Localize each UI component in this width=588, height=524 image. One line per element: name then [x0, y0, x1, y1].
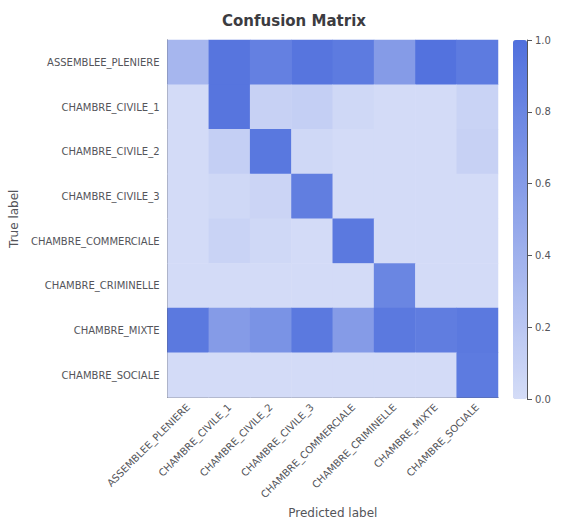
svg-text:CHAMBRE_MIXTE: CHAMBRE_MIXTE	[74, 325, 160, 337]
svg-text:Confusion Matrix: Confusion Matrix	[222, 12, 366, 30]
svg-text:CHAMBRE_CIVILE_1: CHAMBRE_CIVILE_1	[156, 402, 234, 480]
svg-text:ASSEMBLEE_PLENIERE: ASSEMBLEE_PLENIERE	[47, 57, 160, 69]
svg-text:0.0: 0.0	[535, 394, 551, 405]
svg-text:True label: True label	[7, 190, 21, 249]
svg-text:CHAMBRE_COMMERCIALE: CHAMBRE_COMMERCIALE	[258, 401, 358, 501]
svg-text:CHAMBRE_CIVILE_1: CHAMBRE_CIVILE_1	[61, 102, 159, 114]
svg-text:1.0: 1.0	[535, 35, 551, 46]
svg-text:CHAMBRE_CIVILE_3: CHAMBRE_CIVILE_3	[61, 191, 159, 203]
svg-text:CHAMBRE_SOCIALE: CHAMBRE_SOCIALE	[62, 370, 160, 382]
svg-text:CHAMBRE_CRIMINELLE: CHAMBRE_CRIMINELLE	[310, 402, 400, 492]
svg-text:CHAMBRE_MIXTE: CHAMBRE_MIXTE	[371, 401, 440, 470]
svg-text:CHAMBRE_SOCIALE: CHAMBRE_SOCIALE	[404, 402, 482, 480]
svg-text:0.4: 0.4	[535, 250, 551, 261]
svg-text:CHAMBRE_CIVILE_2: CHAMBRE_CIVILE_2	[61, 146, 159, 158]
svg-text:CHAMBRE_CIVILE_3: CHAMBRE_CIVILE_3	[239, 402, 317, 480]
svg-text:CHAMBRE_CIVILE_2: CHAMBRE_CIVILE_2	[198, 402, 276, 480]
svg-text:0.8: 0.8	[535, 106, 551, 117]
svg-text:CHAMBRE_COMMERCIALE: CHAMBRE_COMMERCIALE	[31, 236, 160, 248]
svg-text:ASSEMBLEE_PLENIERE: ASSEMBLEE_PLENIERE	[105, 402, 193, 490]
svg-text:CHAMBRE_CRIMINELLE: CHAMBRE_CRIMINELLE	[45, 280, 160, 292]
svg-text:0.2: 0.2	[535, 322, 551, 333]
svg-text:Predicted label: Predicted label	[288, 506, 377, 520]
svg-text:0.6: 0.6	[535, 178, 551, 189]
